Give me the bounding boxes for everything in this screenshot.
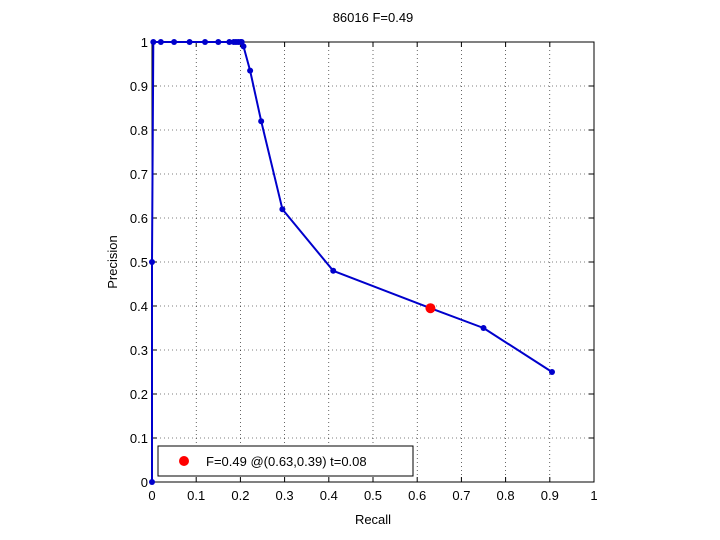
series-point [258,118,265,125]
axis-ticks: 0 0.1 0.2 0.3 0.4 0.5 0.6 0.7 0.8 0.9 1 0 0.1 0.2 0.3 0… [130,35,598,503]
series-point [149,479,155,485]
legend-marker [179,456,189,466]
series-point [240,43,247,50]
series-point [279,206,286,213]
x-tick-label: 0.4 [320,488,338,503]
x-tick-label: 0.3 [276,488,294,503]
series-point [150,39,157,45]
x-tick-label: 0.8 [497,488,515,503]
series-point [157,39,164,45]
x-tick-label: 0.6 [408,488,426,503]
y-tick-label: 0.4 [130,299,148,314]
series-point [330,267,337,274]
y-tick-label: 0.9 [130,79,148,94]
y-tick-label: 0.3 [130,343,148,358]
y-tick-label: 0.8 [130,123,148,138]
y-tick-label: 0.7 [130,167,148,182]
y-tick-label: 0.1 [130,431,148,446]
x-tick-label: 0.7 [452,488,470,503]
legend-box [157,445,414,477]
x-tick-label: 0 [148,488,155,503]
x-tick-label: 0.2 [231,488,249,503]
series-point [480,325,487,331]
series-point [247,67,254,74]
y-tick-label: 0 [141,475,148,490]
x-axis-label: Recall [355,512,391,527]
series-point [186,39,193,45]
y-axis-label: Precision [105,235,120,288]
series-layer [149,39,556,485]
legend-label: F=0.49 @(0.63,0.39) t=0.08 [206,454,367,469]
y-tick-label: 0.5 [130,255,148,270]
chart-title: 86016 F=0.49 [333,10,414,25]
x-tick-label: 1 [590,488,597,503]
series-point [171,39,178,45]
series-point [549,369,556,375]
series-point [149,259,155,265]
best-f-point [425,303,436,314]
series-point [202,39,209,45]
x-tick-label: 0.1 [187,488,205,503]
y-tick-label: 1 [141,35,148,50]
series-point [215,39,222,45]
x-tick-label: 0.9 [541,488,559,503]
grid-lines [152,42,594,482]
y-tick-label: 0.2 [130,387,148,402]
x-tick-label: 0.5 [364,488,382,503]
series-point [226,39,233,45]
legend: F=0.49 @(0.63,0.39) t=0.08 [157,445,414,477]
y-tick-label: 0.6 [130,211,148,226]
